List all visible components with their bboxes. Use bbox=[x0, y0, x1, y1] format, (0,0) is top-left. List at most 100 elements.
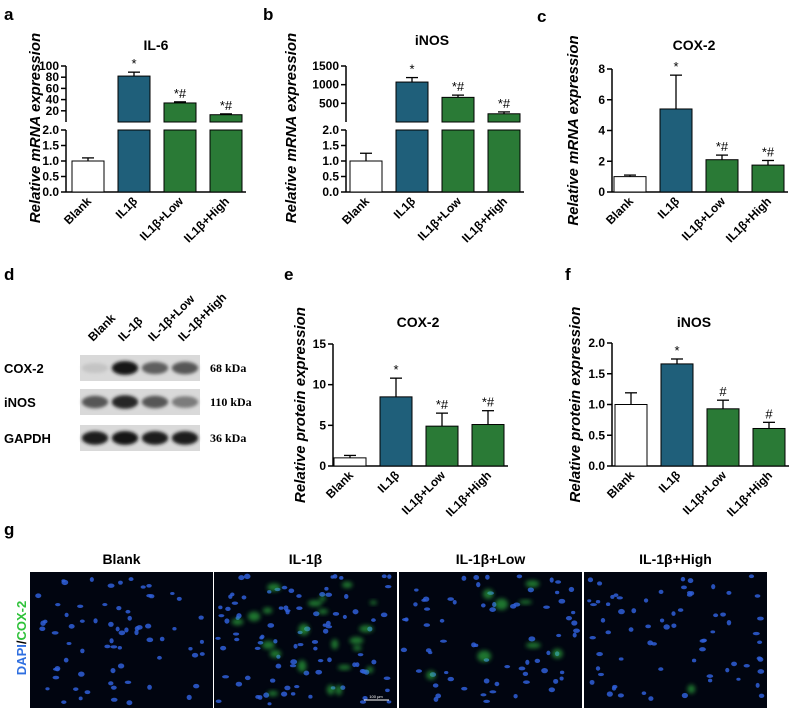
dapi-nucleus bbox=[108, 681, 114, 686]
cox2-signal bbox=[426, 670, 436, 680]
dapi-nucleus bbox=[385, 688, 390, 693]
dapi-nucleus bbox=[641, 691, 647, 696]
dapi-nucleus bbox=[352, 609, 359, 615]
dapi-nucleus bbox=[571, 610, 576, 615]
dapi-nucleus bbox=[186, 694, 192, 700]
dapi-nucleus bbox=[413, 602, 418, 607]
dapi-nucleus bbox=[543, 605, 550, 609]
x-tick-label: IL1β bbox=[391, 194, 418, 221]
blot-band bbox=[171, 396, 199, 408]
dapi-nucleus bbox=[516, 574, 523, 579]
fluorescence-panel-title: IL-1β+High bbox=[639, 551, 712, 567]
significance-marker: * bbox=[409, 62, 414, 77]
dapi-nucleus bbox=[404, 617, 409, 622]
dapi-nucleus bbox=[68, 623, 75, 629]
panel-label-b: b bbox=[263, 5, 273, 24]
dapi-nucleus bbox=[359, 700, 367, 704]
dapi-nucleus bbox=[324, 586, 329, 591]
dapi-nucleus bbox=[66, 642, 72, 646]
dapi-nucleus bbox=[658, 667, 664, 671]
dapi-nucleus bbox=[423, 623, 430, 627]
dapi-nucleus bbox=[476, 581, 481, 588]
cox2-signal bbox=[335, 684, 343, 696]
y-axis-label: Relative mRNA expression bbox=[283, 33, 300, 223]
dapi-nucleus bbox=[595, 599, 601, 604]
dapi-nucleus bbox=[124, 680, 132, 685]
blot-band bbox=[171, 431, 199, 445]
bar-lower bbox=[209, 129, 243, 193]
fluorescence-image bbox=[584, 572, 767, 708]
panel-label-d: d bbox=[4, 265, 14, 284]
x-tick-label: IL1β+Low bbox=[679, 194, 729, 244]
dapi-nucleus bbox=[188, 647, 193, 651]
dapi-nucleus bbox=[686, 590, 693, 595]
dapi-nucleus bbox=[78, 696, 83, 701]
dapi-nucleus bbox=[435, 693, 442, 699]
y-tick-label: 1000 bbox=[312, 78, 339, 92]
dapi-nucleus bbox=[414, 588, 419, 592]
dapi-nucleus bbox=[596, 652, 603, 657]
dapi-nucleus bbox=[461, 686, 468, 691]
dapi-nucleus bbox=[64, 612, 69, 618]
y-tick-label: 2.0 bbox=[588, 336, 605, 350]
bar bbox=[349, 160, 383, 193]
fluorescence-image bbox=[30, 572, 213, 708]
fluorescence-panel-title: Blank bbox=[102, 551, 140, 567]
dapi-nucleus bbox=[613, 593, 619, 597]
dapi-nucleus bbox=[136, 625, 143, 630]
dapi-nucleus bbox=[559, 676, 564, 681]
dapi-nucleus bbox=[224, 618, 230, 624]
dapi-nucleus bbox=[681, 585, 687, 590]
dapi-nucleus bbox=[317, 658, 324, 663]
dapi-nucleus bbox=[118, 580, 123, 585]
dapi-nucleus bbox=[294, 684, 300, 689]
cox2-signal bbox=[326, 684, 335, 695]
cox2-signal bbox=[267, 690, 279, 697]
bar bbox=[71, 160, 105, 193]
cox2-signal bbox=[341, 581, 353, 589]
stain-label: DAPI/COX-2 bbox=[14, 601, 29, 675]
x-tick-label: Blank bbox=[61, 194, 94, 227]
y-tick-label: 0.5 bbox=[588, 428, 605, 442]
significance-marker: *# bbox=[452, 79, 465, 94]
significance-marker: # bbox=[719, 384, 727, 399]
dapi-nucleus bbox=[39, 626, 46, 632]
blot-band bbox=[111, 395, 139, 409]
dapi-nucleus bbox=[125, 609, 131, 614]
dapi-nucleus bbox=[659, 618, 665, 623]
dapi-nucleus bbox=[80, 648, 85, 654]
dapi-nucleus bbox=[327, 657, 332, 663]
dapi-nucleus bbox=[45, 687, 50, 691]
chart-title: IL-6 bbox=[144, 37, 169, 53]
dapi-nucleus bbox=[651, 642, 657, 646]
dapi-nucleus bbox=[146, 584, 152, 588]
y-tick-label: 500 bbox=[319, 96, 339, 110]
dapi-nucleus bbox=[439, 618, 445, 623]
dapi-nucleus bbox=[126, 700, 133, 706]
cox2-signal bbox=[687, 684, 696, 694]
blot-band bbox=[81, 431, 109, 445]
dapi-nucleus bbox=[707, 678, 713, 683]
dapi-nucleus bbox=[344, 594, 349, 599]
panel-label-c: c bbox=[537, 7, 546, 26]
y-tick-label: 40 bbox=[46, 93, 60, 107]
x-tick-label: IL1β+High bbox=[724, 468, 775, 519]
cox2-signal bbox=[337, 664, 351, 670]
dapi-nucleus bbox=[232, 632, 240, 636]
dapi-nucleus bbox=[447, 597, 454, 601]
dapi-nucleus bbox=[284, 685, 291, 691]
cox2-signal bbox=[307, 600, 323, 607]
panel-label-a: a bbox=[4, 5, 14, 24]
y-tick-label: 2.0 bbox=[322, 123, 339, 137]
dapi-nucleus bbox=[107, 583, 115, 588]
dapi-nucleus bbox=[275, 663, 282, 669]
dapi-nucleus bbox=[63, 657, 69, 663]
y-tick-label: 2.0 bbox=[42, 123, 59, 137]
dapi-nucleus bbox=[618, 608, 625, 615]
blot-lane-label: Blank bbox=[85, 311, 118, 344]
dapi-nucleus bbox=[645, 624, 651, 629]
dapi-nucleus bbox=[176, 596, 182, 601]
dapi-nucleus bbox=[263, 692, 270, 698]
dapi-nucleus bbox=[355, 662, 360, 668]
dapi-nucleus bbox=[124, 627, 129, 633]
